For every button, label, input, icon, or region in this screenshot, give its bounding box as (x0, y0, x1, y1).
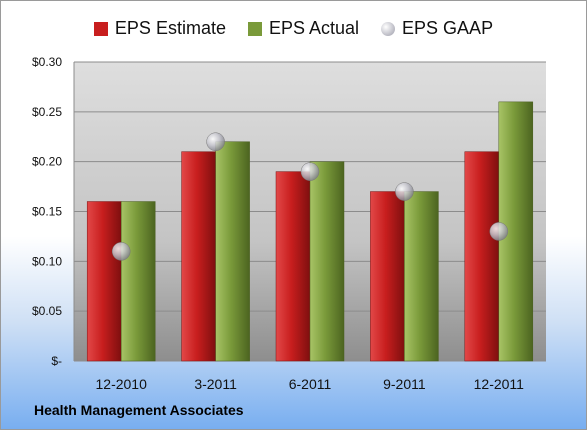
company-name: Health Management Associates (34, 402, 244, 418)
x-tick-label: 3-2011 (194, 376, 237, 392)
marker-eps-gaap (206, 132, 225, 151)
marker-eps-gaap (111, 242, 131, 261)
legend: EPS Estimate EPS Actual EPS GAAP (1, 18, 586, 39)
legend-swatch-actual (247, 21, 262, 36)
bar-eps-estimate (275, 171, 311, 362)
y-tick-label: $0.15 (32, 205, 62, 219)
bar-eps-estimate (370, 191, 405, 362)
y-tick-label: $0.05 (32, 304, 62, 318)
legend-label-estimate: EPS Estimate (114, 18, 226, 38)
y-tick-label: $0.20 (32, 155, 62, 169)
legend-label-actual: EPS Actual (268, 18, 360, 38)
bar-eps-actual (404, 191, 439, 362)
bar-eps-estimate (181, 151, 216, 362)
y-tick-label: $0.25 (32, 105, 62, 119)
y-tick-label: $0.30 (32, 55, 62, 69)
legend-item-estimate: EPS Estimate (93, 18, 226, 39)
x-tick-label: 12-2010 (96, 376, 148, 392)
y-tick-label: $- (51, 354, 62, 368)
bar-eps-estimate (86, 201, 122, 362)
bar-eps-actual (215, 141, 250, 362)
bar-eps-estimate (464, 151, 500, 362)
legend-item-actual: EPS Actual (247, 18, 360, 39)
marker-eps-gaap (300, 162, 320, 181)
legend-swatch-estimate (93, 21, 108, 36)
x-tick-label: 12-2011 (474, 376, 525, 392)
marker-eps-gaap (395, 182, 414, 201)
bar-eps-actual (120, 201, 156, 362)
bar-eps-actual (309, 161, 345, 362)
x-tick-label: 6-2011 (289, 376, 332, 392)
legend-item-gaap: EPS GAAP (381, 18, 493, 39)
legend-swatch-gaap (381, 21, 396, 36)
y-tick-label: $0.10 (32, 254, 62, 268)
marker-eps-gaap (489, 222, 509, 241)
x-tick-label: 9-2011 (383, 376, 426, 392)
legend-label-gaap: EPS GAAP (402, 18, 494, 38)
